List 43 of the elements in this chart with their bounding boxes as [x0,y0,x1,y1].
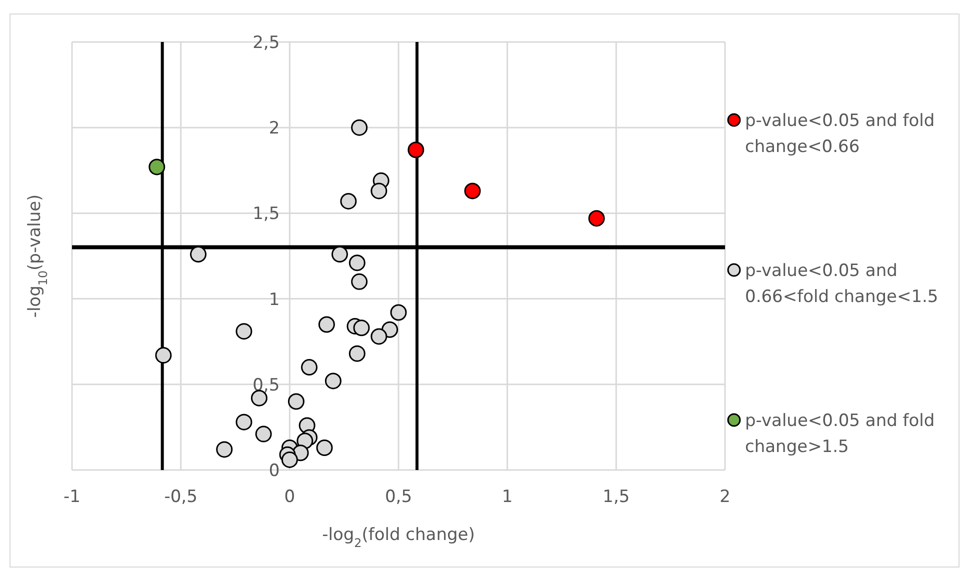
x-tick-label: -1 [64,487,80,507]
y-tick-label: 0,5 [252,375,280,396]
x-tick-label: -0,5 [164,487,198,507]
y-tick-label: 2,5 [252,33,280,53]
point [216,441,233,458]
point [370,182,388,200]
legend-label: p-value<0.05 and fold change<0.66 [745,111,935,157]
x-tick-label: 0 [284,487,296,507]
x-tick-label: 1 [502,487,513,507]
point [348,254,366,272]
point [148,158,166,176]
point [464,182,481,200]
point [331,246,348,263]
legend-label: p-value<0.05 and 0.66<fold change<1.5 [745,261,938,307]
point [236,323,252,340]
point [348,345,366,362]
point [588,210,605,227]
point [190,246,206,263]
point [318,316,335,333]
x-axis-title: -log$_{2}$(fold change) [322,525,475,550]
point [390,304,407,321]
point [340,192,357,210]
y-tick-label: 1 [268,290,280,310]
point [155,347,172,364]
point [301,359,318,376]
point [353,320,370,336]
point [281,451,298,468]
y-tick-label: 1,5 [252,204,280,224]
point [324,372,342,390]
point [316,440,333,456]
point [255,426,272,442]
point [288,393,304,410]
y-tick-label: 0 [268,461,280,481]
point [351,273,368,290]
point [408,142,424,158]
y-tick-label: 2 [268,118,280,139]
x-tick-label: 0,5 [384,487,412,507]
point [351,119,368,136]
legend-label: p-value<0.05 and fold change>1.5 [745,411,935,457]
x-tick-label: 1,5 [602,487,630,507]
x-tick-label: 2 [720,487,730,507]
point [370,328,388,345]
point [236,414,252,430]
